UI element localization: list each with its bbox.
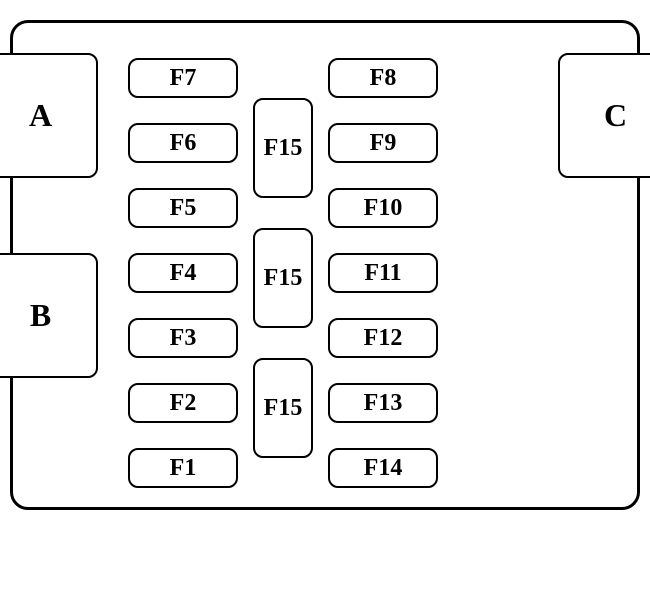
fuse-f12: F12 (328, 318, 438, 358)
fuse-f5: F5 (128, 188, 238, 228)
fuse-f11: F11 (328, 253, 438, 293)
fuse-f15-top: F15 (253, 98, 313, 198)
fuse-f14: F14 (328, 448, 438, 488)
fuse-f8: F8 (328, 58, 438, 98)
relay-b: B (0, 253, 98, 378)
fuse-f13: F13 (328, 383, 438, 423)
fuse-f1: F1 (128, 448, 238, 488)
relay-a: A (0, 53, 98, 178)
fuse-f15-bot: F15 (253, 358, 313, 458)
fuse-f10: F10 (328, 188, 438, 228)
fuse-f2: F2 (128, 383, 238, 423)
fuse-f15-mid: F15 (253, 228, 313, 328)
fuse-f6: F6 (128, 123, 238, 163)
fuse-f7: F7 (128, 58, 238, 98)
fuse-f9: F9 (328, 123, 438, 163)
fuse-panel: A B C F7 F6 F5 F4 F3 F2 F1 F15 F15 F15 F… (10, 20, 640, 510)
relay-c: C (558, 53, 650, 178)
fuse-f4: F4 (128, 253, 238, 293)
fuse-f3: F3 (128, 318, 238, 358)
